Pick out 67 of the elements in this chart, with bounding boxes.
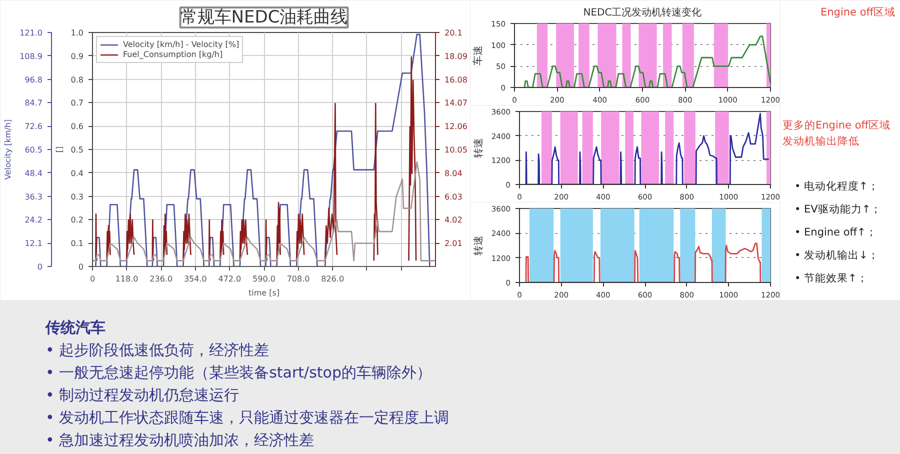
x-tick-label: 708.0	[286, 274, 310, 284]
y-tick-label: 108.9	[20, 52, 43, 61]
y-tick-label: 60.5	[24, 146, 42, 154]
text: • 制动过程发动机仍怠速运行	[46, 386, 240, 404]
text: • Engine off↑；	[794, 226, 877, 238]
y2-tick-label: 0.7	[70, 98, 84, 108]
y3-tick-label: 4.02	[444, 216, 462, 225]
y2-tick-label: 1.0	[70, 28, 84, 38]
y-tick-label: 48.4	[24, 168, 42, 178]
text: 传统汽车	[44, 318, 106, 336]
y-tick-label: 96.8	[24, 75, 42, 84]
y2-tick-label: 0.3	[70, 192, 84, 202]
x-tick-label: 0	[90, 274, 96, 284]
legend-label: Velocity [km/h] - Velocity [%]	[123, 40, 240, 49]
y3-tick-label: 8.04	[444, 168, 462, 178]
y3-tick-label: 14.07	[444, 98, 468, 108]
text: • 发动机工作状态跟随车速，只能通过变速器在一定程度上调	[46, 408, 450, 426]
y2-tick-label: 0.6	[70, 122, 84, 132]
text: 更多的Engine off区域	[782, 118, 890, 132]
text: • 一般无怠速起停功能（某些装备start/stop的车辆除外）	[46, 364, 432, 382]
y3-tick-label: 6.03	[444, 192, 462, 202]
x-tick-label: 826.0	[321, 274, 344, 284]
x-tick-label: 590.0	[252, 274, 276, 284]
y-axis-title: 转速	[472, 236, 484, 256]
chart-title: 常规车NEDC油耗曲线	[180, 8, 348, 28]
x-tick-label: 354.0	[184, 274, 207, 284]
line-series	[524, 36, 770, 88]
y2-tick-label: 0.5	[70, 146, 84, 154]
y3-tick-label: 2.01	[444, 239, 462, 248]
line-series	[525, 112, 770, 184]
y-axis-title: Velocity [km/h]	[4, 119, 13, 180]
y-tick-label: 12.1	[24, 239, 42, 248]
y2-tick-label: 0	[78, 262, 84, 272]
y-axis-title: 车速	[472, 46, 484, 66]
y-tick-label: 121.0	[20, 28, 43, 38]
y3-tick-label: 16.08	[444, 75, 468, 84]
y3-tick-label: 12.06	[444, 122, 468, 132]
y-tick-label: 0	[37, 262, 43, 272]
y-tick-label: 24.2	[24, 216, 42, 225]
y2-tick-label: 0.8	[70, 75, 84, 84]
text: • 电动化程度↑；	[794, 180, 879, 192]
y2-tick-label: 0.2	[70, 216, 84, 225]
y3-tick-label: 18.09	[444, 52, 468, 61]
y2-axis-title: []	[54, 146, 64, 153]
y-axis-title: 转速	[472, 138, 484, 158]
text: • 急加速过程发动机喷油加浓，经济性差	[46, 431, 314, 449]
x-tick-label: 236.0	[150, 274, 173, 284]
text: Engine off区域	[820, 6, 896, 18]
x-axis-title: time [s]	[248, 288, 280, 298]
text: • 发动机输出↓；	[794, 248, 879, 262]
y2-tick-label: 0.4	[70, 168, 84, 178]
text: • 起步阶段低速低负荷，经济性差	[46, 341, 270, 359]
text: • 节能效果↑；	[794, 272, 868, 284]
chart-title: NEDC工况发动机转速变化	[583, 6, 702, 18]
y3-tick-label: 20.1	[444, 28, 462, 38]
x-tick-label: 118.0	[115, 274, 138, 284]
y3-tick-label: 10.05	[444, 146, 468, 154]
line-series	[92, 161, 436, 262]
y2-tick-label: 0.1	[70, 239, 84, 248]
y-tick-label: 72.6	[24, 122, 42, 132]
y-tick-label: 84.7	[24, 98, 42, 108]
y2-tick-label: 0.9	[70, 52, 84, 61]
text: 发动机输出降低	[782, 134, 860, 148]
x-tick-label: 472.0	[218, 274, 242, 284]
text: • EV驱动能力↑；	[794, 202, 882, 216]
y-tick-label: 36.3	[24, 192, 42, 202]
legend-label: Fuel_Consumption [kg/h]	[123, 50, 223, 59]
